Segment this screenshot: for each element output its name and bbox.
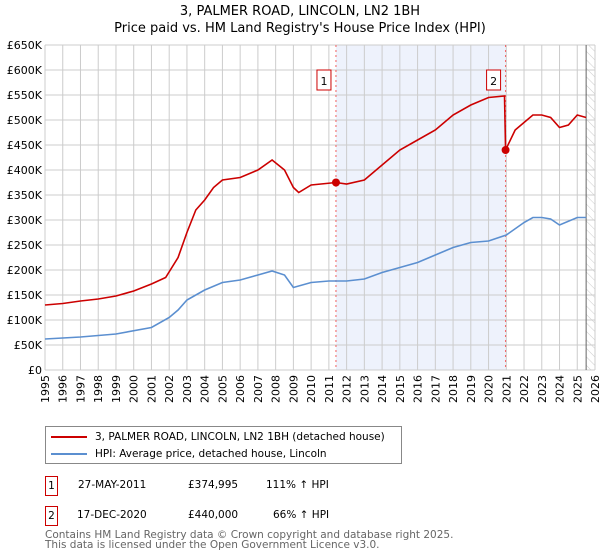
x-tick-label: 2020 <box>483 375 496 403</box>
transaction-date: 27-MAY-2011 <box>78 479 147 491</box>
x-tick-label: 1996 <box>57 375 70 403</box>
x-tick-label: 2013 <box>358 375 371 403</box>
x-tick-label: 2008 <box>270 375 283 403</box>
y-tick-label: £500K <box>7 114 43 127</box>
chart-title: 3, PALMER ROAD, LINCOLN, LN2 1BH <box>179 4 421 19</box>
x-tick-label: 2023 <box>536 375 549 403</box>
x-tick-label: 2012 <box>341 375 354 403</box>
x-tick-label: 2018 <box>447 375 460 403</box>
y-tick-label: £50K <box>14 339 43 352</box>
x-tick-label: 2016 <box>412 375 425 403</box>
footer-copyright: Contains HM Land Registry data © Crown c… <box>45 529 454 541</box>
x-tick-label: 2017 <box>429 375 442 403</box>
x-tick-label: 1999 <box>110 375 123 403</box>
x-tick-label: 2004 <box>199 375 212 403</box>
transaction-price: £440,000 <box>188 509 239 521</box>
legend-item-hpi: HPI: Average price, detached house, Linc… <box>51 446 327 462</box>
marker-label: 1 <box>320 75 327 88</box>
y-tick-label: £100K <box>7 314 43 327</box>
x-tick-label: 2000 <box>128 375 141 403</box>
y-tick-label: £600K <box>7 64 43 77</box>
price-chart: 1995 1996 1997 1998 1999 2000 2001 2002 2003 2004… <box>7 39 600 403</box>
marker-label-box <box>486 69 502 91</box>
x-tick-label: 2006 <box>234 375 247 403</box>
x-tick-label: 2021 <box>500 375 513 403</box>
x-tick-label: 1995 <box>39 375 52 403</box>
x-tick-label: 2024 <box>554 375 567 403</box>
sale-point <box>331 178 340 187</box>
y-tick-label: £150K <box>7 289 43 302</box>
marker-label-box <box>316 69 332 91</box>
x-tick-label: 2009 <box>287 375 300 403</box>
x-tick-label: 2025 <box>571 375 584 403</box>
transaction-hpi: 111% ↑ HPI <box>266 479 329 491</box>
x-tick-label: 2011 <box>323 375 336 403</box>
y-tick-label: £350K <box>7 189 43 202</box>
x-tick-label: 2014 <box>376 375 389 403</box>
y-tick-label: £400K <box>7 164 43 177</box>
x-tick-label: 2022 <box>518 375 531 403</box>
y-tick-label: £450K <box>7 139 43 152</box>
y-tick-label: £550K <box>7 89 43 102</box>
legend-item-property: 3, PALMER ROAD, LINCOLN, LN2 1BH (detach… <box>51 429 385 445</box>
y-tick-label: £0 <box>28 364 42 377</box>
footer-licence: This data is licensed under the Open Gov… <box>45 539 380 551</box>
y-tick-label: £650K <box>7 39 43 52</box>
transaction-date: 17-DEC-2020 <box>77 509 147 521</box>
sale-point <box>501 146 510 154</box>
x-tick-label: 2007 <box>252 375 265 403</box>
blue-line-swatch <box>51 453 87 455</box>
x-tick-label: 1998 <box>92 375 105 403</box>
x-tick-label: 2015 <box>394 375 407 403</box>
marker-badge: 2 <box>45 506 58 526</box>
transaction-hpi: 66% ↑ HPI <box>273 509 330 521</box>
x-tick-label: 2002 <box>163 375 176 403</box>
forecast-hatch <box>586 45 595 370</box>
red-line-swatch <box>51 436 87 438</box>
series-line-hpi <box>44 216 587 340</box>
marker-label: 2 <box>490 75 497 88</box>
marker-badge: 1 <box>45 476 58 496</box>
legend: 3, PALMER ROAD, LINCOLN, LN2 1BH (detach… <box>45 426 402 464</box>
legend-label: 3, PALMER ROAD, LINCOLN, LN2 1BH (detach… <box>95 431 385 443</box>
x-tick-label: 2010 <box>305 375 318 403</box>
transaction-price: £374,995 <box>188 479 239 491</box>
chart-subtitle: Price paid vs. HM Land Registry's House … <box>114 21 486 36</box>
y-tick-label: £250K <box>7 239 43 252</box>
series-line-property <box>44 95 587 306</box>
x-tick-label: 2001 <box>145 375 158 403</box>
x-tick-label: 2026 <box>589 375 600 403</box>
shaded-region <box>335 45 506 370</box>
legend-label: HPI: Average price, detached house, Linc… <box>95 448 327 460</box>
y-tick-label: £300K <box>7 214 43 227</box>
x-tick-label: 2005 <box>216 375 229 403</box>
x-tick-label: 1997 <box>74 375 87 403</box>
footer: Contains HM Land Registry data © Crown c… <box>45 529 454 551</box>
x-tick-label: 2019 <box>465 375 478 403</box>
x-tick-label: 2003 <box>181 375 194 403</box>
y-tick-label: £200K <box>7 264 43 277</box>
